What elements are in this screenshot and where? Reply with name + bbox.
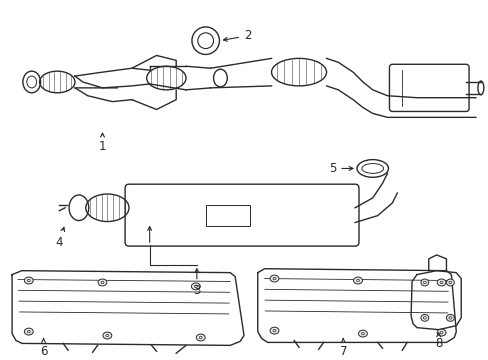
Text: 5: 5 <box>328 162 352 175</box>
Ellipse shape <box>269 327 278 334</box>
Ellipse shape <box>446 279 453 286</box>
Polygon shape <box>257 269 455 342</box>
Ellipse shape <box>98 279 107 286</box>
Ellipse shape <box>446 314 453 321</box>
Ellipse shape <box>24 328 33 335</box>
Ellipse shape <box>196 334 205 341</box>
Polygon shape <box>410 271 460 330</box>
Ellipse shape <box>353 277 362 284</box>
Text: 6: 6 <box>40 339 47 358</box>
Ellipse shape <box>436 329 445 336</box>
Text: 2: 2 <box>223 29 251 42</box>
Ellipse shape <box>269 275 278 282</box>
Ellipse shape <box>103 332 112 339</box>
Ellipse shape <box>420 314 428 321</box>
Text: 8: 8 <box>434 333 441 350</box>
Text: 1: 1 <box>99 133 106 153</box>
Ellipse shape <box>191 283 200 290</box>
Ellipse shape <box>24 277 33 284</box>
Ellipse shape <box>358 330 366 337</box>
Ellipse shape <box>436 279 445 286</box>
Polygon shape <box>12 271 244 345</box>
Bar <box>205 205 249 226</box>
Ellipse shape <box>420 279 428 286</box>
Text: 4: 4 <box>55 227 64 249</box>
Text: 7: 7 <box>339 339 346 358</box>
Text: 3: 3 <box>193 269 200 297</box>
